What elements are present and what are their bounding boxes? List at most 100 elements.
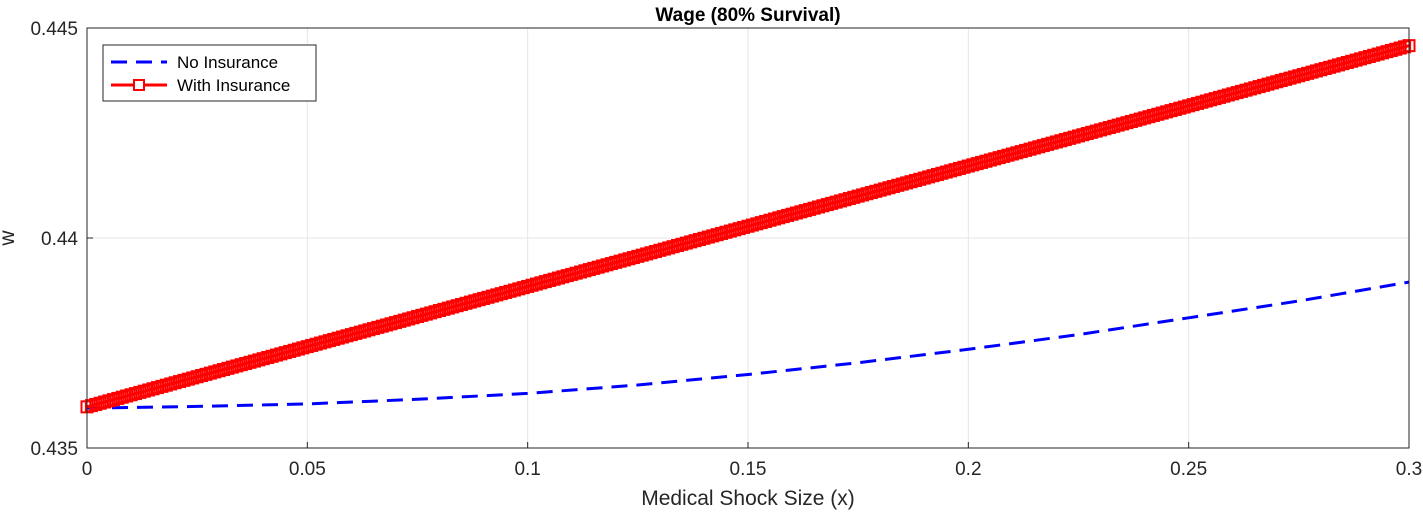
with-insurance-marker bbox=[155, 379, 169, 393]
y-axis-label: w bbox=[0, 230, 19, 247]
with-insurance-marker bbox=[1380, 45, 1394, 59]
with-insurance-marker bbox=[750, 217, 764, 231]
with-insurance-marker bbox=[441, 301, 455, 315]
with-insurance-marker bbox=[988, 152, 1002, 166]
with-insurance-marker bbox=[1389, 42, 1403, 56]
with-insurance-marker bbox=[723, 224, 737, 238]
with-insurance-marker bbox=[84, 399, 98, 413]
with-insurance-marker bbox=[1045, 136, 1059, 150]
with-insurance-marker bbox=[472, 293, 486, 307]
with-insurance-marker bbox=[1107, 119, 1121, 133]
with-insurance-marker bbox=[327, 332, 341, 346]
with-insurance-marker bbox=[247, 354, 261, 368]
with-insurance-marker bbox=[234, 358, 248, 372]
with-insurance-marker bbox=[631, 249, 645, 263]
x-tick-label: 0.1 bbox=[514, 459, 540, 480]
with-insurance-marker bbox=[543, 273, 557, 287]
with-insurance-marker bbox=[997, 149, 1011, 163]
with-insurance-marker bbox=[609, 255, 623, 269]
with-insurance-marker bbox=[917, 171, 931, 185]
with-insurance-marker bbox=[111, 391, 125, 405]
with-insurance-marker bbox=[190, 370, 204, 384]
with-insurance-marker bbox=[578, 264, 592, 278]
with-insurance-marker bbox=[349, 326, 363, 340]
with-insurance-marker bbox=[1199, 94, 1213, 108]
with-insurance-marker bbox=[582, 263, 596, 277]
with-insurance-marker bbox=[181, 372, 195, 386]
with-insurance-marker bbox=[904, 175, 918, 189]
with-insurance-marker bbox=[344, 328, 358, 342]
with-insurance-marker bbox=[1063, 131, 1077, 145]
with-insurance-marker bbox=[318, 335, 332, 349]
with-insurance-marker bbox=[507, 283, 521, 297]
with-insurance-marker bbox=[450, 299, 464, 313]
with-insurance-marker bbox=[1182, 99, 1196, 113]
with-insurance-marker bbox=[380, 318, 394, 332]
with-insurance-marker bbox=[838, 193, 852, 207]
with-insurance-marker bbox=[697, 231, 711, 245]
with-insurance-marker bbox=[1173, 101, 1187, 115]
with-insurance-marker bbox=[1384, 43, 1398, 57]
with-insurance-marker bbox=[463, 295, 477, 309]
with-insurance-marker bbox=[763, 213, 777, 227]
with-insurance-marker bbox=[106, 393, 120, 407]
series-line-no-insurance bbox=[86, 280, 1410, 410]
with-insurance-marker bbox=[794, 205, 808, 219]
with-insurance-marker bbox=[1155, 106, 1169, 120]
with-insurance-marker bbox=[252, 353, 266, 367]
with-insurance-marker bbox=[1252, 80, 1266, 94]
with-insurance-marker bbox=[424, 306, 438, 320]
with-insurance-marker bbox=[287, 343, 301, 357]
with-insurance-marker bbox=[776, 210, 790, 224]
with-insurance-marker bbox=[767, 212, 781, 226]
with-insurance-marker bbox=[437, 302, 451, 316]
with-insurance-marker bbox=[908, 173, 922, 187]
with-insurance-marker bbox=[1146, 108, 1160, 122]
with-insurance-marker bbox=[1230, 86, 1244, 100]
with-insurance-marker bbox=[208, 365, 222, 379]
with-insurance-marker bbox=[882, 181, 896, 195]
with-insurance-marker bbox=[1032, 140, 1046, 154]
legend: No Insurance With Insurance bbox=[102, 44, 317, 102]
with-insurance-marker bbox=[644, 246, 658, 260]
with-insurance-marker bbox=[1323, 60, 1337, 74]
with-insurance-marker bbox=[1340, 55, 1354, 69]
with-insurance-marker bbox=[534, 276, 548, 290]
with-insurance-marker bbox=[538, 275, 552, 289]
with-insurance-marker bbox=[459, 296, 473, 310]
with-insurance-marker bbox=[1195, 95, 1209, 109]
with-insurance-marker bbox=[781, 208, 795, 222]
with-insurance-marker bbox=[1085, 125, 1099, 139]
with-insurance-marker bbox=[715, 226, 729, 240]
with-insurance-marker bbox=[494, 287, 508, 301]
with-insurance-marker bbox=[1243, 82, 1257, 96]
with-insurance-marker bbox=[274, 347, 288, 361]
with-insurance-marker bbox=[89, 397, 103, 411]
legend-label-with-insurance: With Insurance bbox=[177, 76, 290, 95]
with-insurance-marker bbox=[477, 291, 491, 305]
series-group bbox=[80, 39, 1416, 414]
with-insurance-marker bbox=[657, 242, 671, 256]
with-insurance-marker bbox=[362, 323, 376, 337]
with-insurance-marker bbox=[358, 324, 372, 338]
with-insurance-marker bbox=[1345, 54, 1359, 68]
with-insurance-marker bbox=[807, 201, 821, 215]
with-insurance-marker bbox=[922, 170, 936, 184]
with-insurance-marker bbox=[296, 341, 310, 355]
with-insurance-marker bbox=[1001, 148, 1015, 162]
with-insurance-marker bbox=[1270, 75, 1284, 89]
with-insurance-marker bbox=[1292, 69, 1306, 83]
with-insurance-marker bbox=[1054, 134, 1068, 148]
with-insurance-marker bbox=[939, 165, 953, 179]
with-insurance-marker bbox=[128, 387, 142, 401]
with-insurance-marker bbox=[754, 216, 768, 230]
with-insurance-marker bbox=[1217, 89, 1231, 103]
with-insurance-marker bbox=[1257, 78, 1271, 92]
with-insurance-marker bbox=[1186, 98, 1200, 112]
with-insurance-marker bbox=[512, 282, 526, 296]
with-insurance-marker bbox=[930, 167, 944, 181]
with-insurance-marker bbox=[133, 385, 147, 399]
with-insurance-marker bbox=[1336, 57, 1350, 71]
with-insurance-marker bbox=[1331, 58, 1345, 72]
with-insurance-marker bbox=[878, 182, 892, 196]
